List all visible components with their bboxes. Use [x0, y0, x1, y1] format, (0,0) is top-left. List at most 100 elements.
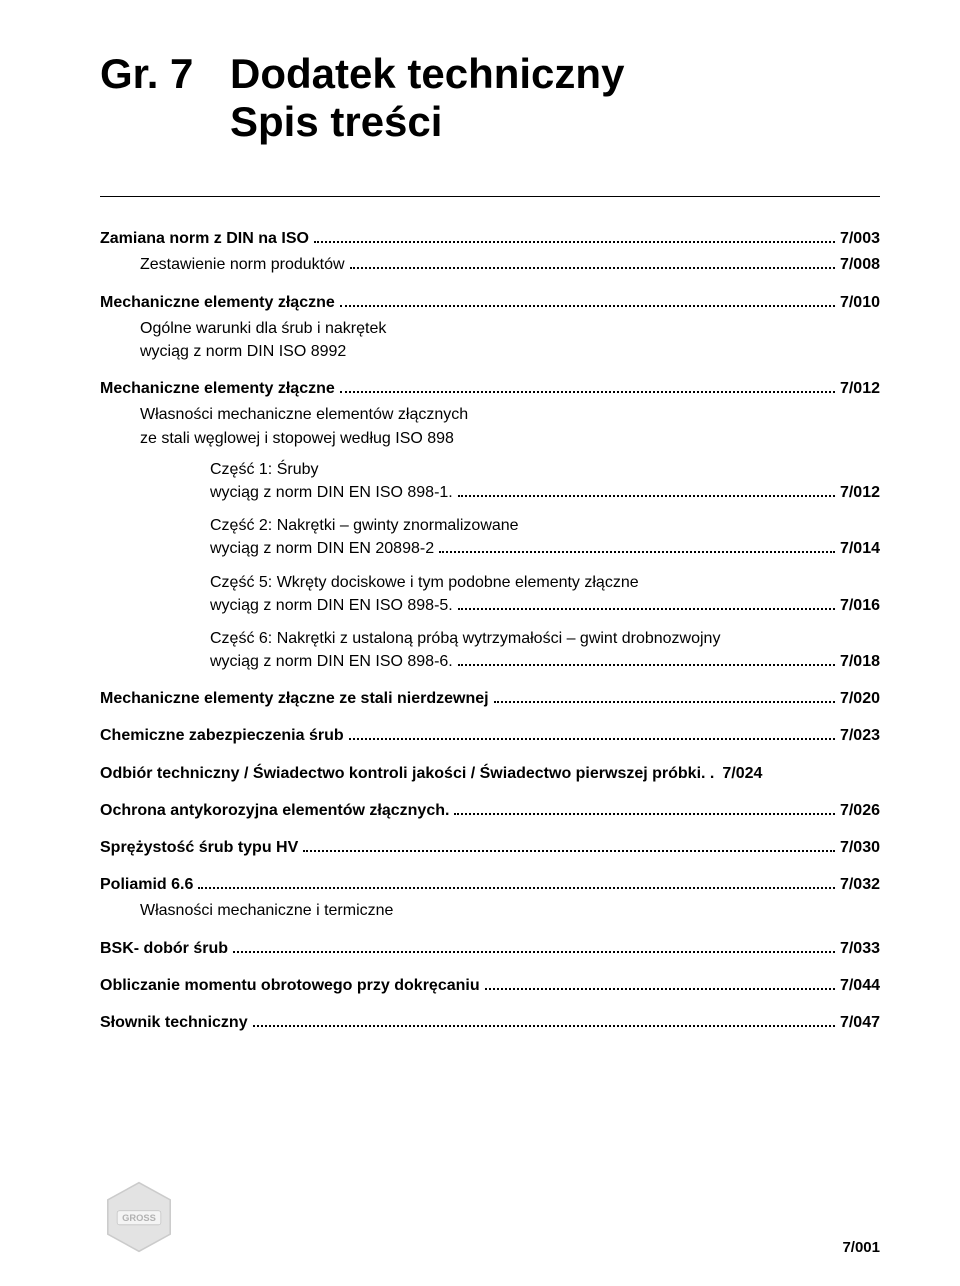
toc-page: 7/044 — [840, 974, 880, 997]
toc-row: wyciąg z norm DIN EN 20898-2 7/014 — [210, 537, 880, 560]
toc-row: wyciąg z norm DIN EN ISO 898-5. 7/016 — [210, 594, 880, 617]
toc-row: Ochrona antykorozyjna elementów złącznyc… — [100, 799, 880, 822]
toc-subtext: Część 1: Śruby — [210, 458, 880, 481]
toc-page: 7/014 — [840, 537, 880, 560]
toc-page: 7/024 — [722, 762, 762, 785]
toc-group: BSK- dobór śrub 7/033 — [100, 937, 880, 960]
toc-group: Chemiczne zabezpieczenia śrub 7/023 — [100, 724, 880, 747]
toc-subblock: Część 5: Wkręty dociskowe i tym podobne … — [100, 571, 880, 617]
toc-row: BSK- dobór śrub 7/033 — [100, 937, 880, 960]
toc-row: Poliamid 6.6 7/032 — [100, 873, 880, 896]
title-prefix: Gr. 7 — [100, 50, 230, 98]
toc-subblock: Część 6: Nakrętki z ustaloną próbą wytrz… — [100, 627, 880, 673]
divider — [100, 196, 880, 197]
toc-subtext: wyciąg z norm DIN ISO 8992 — [140, 340, 880, 363]
toc-page: 7/047 — [840, 1011, 880, 1034]
toc-subtext: Własności mechaniczne elementów złącznyc… — [140, 403, 880, 426]
toc-label: wyciąg z norm DIN EN 20898-2 — [210, 537, 434, 560]
toc-label: wyciąg z norm DIN EN ISO 898-1. — [210, 481, 453, 504]
toc-subblock: Część 1: Śruby wyciąg z norm DIN EN ISO … — [100, 458, 880, 504]
page-number: 7/001 — [842, 1239, 880, 1256]
toc-label: Mechaniczne elementy złączne — [100, 291, 335, 314]
leader-dots — [253, 1014, 835, 1027]
toc-label: Chemiczne zabezpieczenia śrub — [100, 724, 344, 747]
toc-label: Zamiana norm z DIN na ISO — [100, 227, 309, 250]
toc-page: 7/018 — [840, 650, 880, 673]
toc-row: Mechaniczne elementy złączne 7/010 — [100, 291, 880, 314]
toc-group: Mechaniczne elementy złączne 7/012 Własn… — [100, 377, 880, 673]
toc-page: 7/020 — [840, 687, 880, 710]
logo-text: GROSS — [122, 1213, 156, 1223]
toc-page: 7/012 — [840, 481, 880, 504]
toc-label: Sprężystość śrub typu HV — [100, 836, 298, 859]
toc-label: Mechaniczne elementy złączne — [100, 377, 335, 400]
toc-label: Mechaniczne elementy złączne ze stali ni… — [100, 687, 489, 710]
table-of-contents: Zamiana norm z DIN na ISO 7/003 Zestawie… — [100, 227, 880, 1034]
toc-row: Mechaniczne elementy złączne 7/012 — [100, 377, 880, 400]
toc-subtext: Część 6: Nakrętki z ustaloną próbą wytrz… — [210, 627, 880, 650]
toc-subtext: Własności mechaniczne i termiczne — [140, 899, 880, 922]
toc-label: wyciąg z norm DIN EN ISO 898-6. — [210, 650, 453, 673]
toc-group: Słownik techniczny 7/047 — [100, 1011, 880, 1034]
leader-dots — [458, 484, 835, 497]
leader-dots — [340, 294, 835, 307]
toc-page: 7/012 — [840, 377, 880, 400]
toc-group: Mechaniczne elementy złączne 7/010 Ogóln… — [100, 291, 880, 364]
toc-row: Obliczanie momentu obrotowego przy dokrę… — [100, 974, 880, 997]
toc-group: Poliamid 6.6 7/032 Własności mechaniczne… — [100, 873, 880, 922]
toc-subblock: Część 2: Nakrętki – gwinty znormalizowan… — [100, 514, 880, 560]
toc-page: 7/023 — [840, 724, 880, 747]
toc-row: wyciąg z norm DIN EN ISO 898-1. 7/012 — [210, 481, 880, 504]
leader-dots — [198, 876, 835, 889]
toc-page: 7/033 — [840, 937, 880, 960]
toc-label: Poliamid 6.6 — [100, 873, 193, 896]
toc-page: 7/030 — [840, 836, 880, 859]
toc-group: Zamiana norm z DIN na ISO 7/003 Zestawie… — [100, 227, 880, 276]
document-page: Gr. 7Dodatek techniczny Spis treści Zami… — [0, 0, 960, 1286]
leader-dots — [454, 802, 835, 815]
toc-row: Sprężystość śrub typu HV 7/030 — [100, 836, 880, 859]
leader-dots — [485, 977, 835, 990]
leader-dots — [303, 839, 835, 852]
toc-row: Chemiczne zabezpieczenia śrub 7/023 — [100, 724, 880, 747]
title-main: Dodatek techniczny — [230, 50, 624, 98]
toc-page: 7/010 — [840, 291, 880, 314]
toc-page: 7/003 — [840, 227, 880, 250]
toc-group: Sprężystość śrub typu HV 7/030 — [100, 836, 880, 859]
toc-label: wyciąg z norm DIN EN ISO 898-5. — [210, 594, 453, 617]
toc-row: Mechaniczne elementy złączne ze stali ni… — [100, 687, 880, 710]
toc-page: 7/008 — [840, 253, 880, 276]
toc-group: Obliczanie momentu obrotowego przy dokrę… — [100, 974, 880, 997]
brand-logo-icon: GROSS — [100, 1178, 178, 1256]
toc-subtext: Ogólne warunki dla śrub i nakrętek — [140, 317, 880, 340]
footer: GROSS 7/001 — [100, 1178, 880, 1256]
toc-label: Obliczanie momentu obrotowego przy dokrę… — [100, 974, 480, 997]
toc-row: Odbiór techniczny / Świadectwo kontroli … — [100, 762, 880, 785]
leader-dots — [494, 691, 835, 704]
toc-page: 7/032 — [840, 873, 880, 896]
toc-subtext: ze stali węglowej i stopowej według ISO … — [140, 427, 880, 450]
toc-label: Słownik techniczny — [100, 1011, 248, 1034]
toc-page: 7/016 — [840, 594, 880, 617]
toc-group: Mechaniczne elementy złączne ze stali ni… — [100, 687, 880, 710]
title-line-1: Gr. 7Dodatek techniczny — [100, 50, 880, 98]
leader-dots — [439, 541, 835, 554]
toc-group: Ochrona antykorozyjna elementów złącznyc… — [100, 799, 880, 822]
leader-dots — [349, 728, 835, 741]
toc-subtext: Część 5: Wkręty dociskowe i tym podobne … — [210, 571, 880, 594]
toc-label: Ochrona antykorozyjna elementów złącznyc… — [100, 799, 449, 822]
title-block: Gr. 7Dodatek techniczny Spis treści — [100, 50, 880, 146]
toc-label: BSK- dobór śrub — [100, 937, 228, 960]
toc-page: 7/026 — [840, 799, 880, 822]
toc-row: Zestawienie norm produktów 7/008 — [140, 253, 880, 276]
leader-dots — [314, 231, 835, 244]
toc-row: Zamiana norm z DIN na ISO 7/003 — [100, 227, 880, 250]
title-line-2: Spis treści — [230, 98, 880, 146]
leader-dots — [233, 940, 835, 953]
toc-label: Odbiór techniczny / Świadectwo kontroli … — [100, 762, 714, 785]
leader-dots — [350, 257, 835, 270]
toc-row: wyciąg z norm DIN EN ISO 898-6. 7/018 — [210, 650, 880, 673]
leader-dots — [340, 380, 835, 393]
toc-group: Odbiór techniczny / Świadectwo kontroli … — [100, 762, 880, 785]
toc-label: Zestawienie norm produktów — [140, 253, 345, 276]
